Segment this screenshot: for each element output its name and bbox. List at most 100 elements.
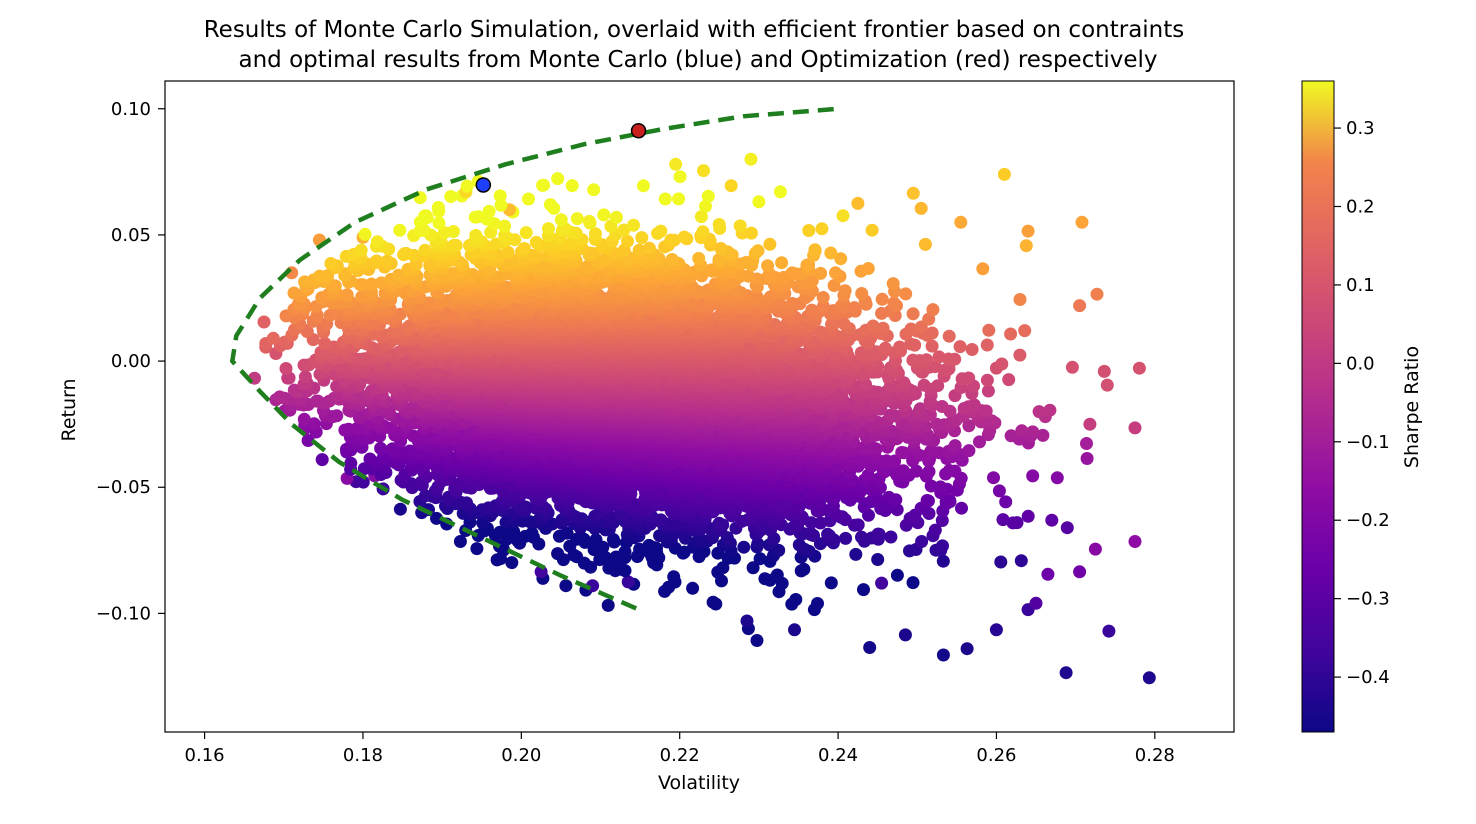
scatter-point [1059, 666, 1073, 680]
scatter-point [1128, 535, 1142, 548]
scatter-point [344, 456, 358, 470]
scatter-point [606, 533, 620, 546]
scatter-point [924, 479, 938, 493]
scatter-point [890, 568, 904, 582]
scatter-point [962, 444, 976, 458]
scatter-point [601, 598, 615, 612]
scatter-point [895, 446, 909, 459]
scatter-point [642, 538, 656, 552]
chart-title-line-1: Results of Monte Carlo Simulation, overl… [204, 17, 1185, 43]
scatter-point [470, 542, 484, 556]
scatter-point [909, 464, 923, 478]
scatter-point [851, 518, 865, 532]
scatter-point [310, 394, 324, 408]
scatter-point [297, 412, 311, 426]
scatter-point [987, 471, 1000, 485]
scatter-point [493, 525, 507, 539]
scatter-point [740, 614, 754, 628]
scatter-point [746, 561, 760, 575]
scatter-point [1080, 452, 1094, 465]
scatter-point [1010, 516, 1024, 530]
scatter-point [821, 527, 835, 541]
scatter-point [922, 465, 936, 479]
scatter-point [393, 502, 407, 516]
scatter-point [667, 570, 681, 584]
scatter-point [598, 550, 612, 564]
scatter-point [1015, 424, 1029, 438]
scatter-point [505, 556, 519, 570]
scatter-point [788, 623, 801, 637]
scatter-point [1026, 469, 1040, 483]
scatter-point [948, 439, 962, 453]
scatter-point [880, 454, 893, 468]
scatter-point [942, 464, 956, 477]
scatter-point [616, 563, 629, 577]
scatter-point [559, 579, 573, 593]
scatter-point [621, 575, 635, 589]
scatter-point [955, 501, 968, 515]
scatter-point [898, 628, 912, 642]
scatter-point [1050, 471, 1064, 485]
scatter-point [430, 511, 443, 525]
scatter-point [1041, 567, 1055, 581]
scatter-point [996, 513, 1010, 527]
scatter-point [737, 540, 751, 554]
chart-title-line-2: and optimal results from Monte Carlo (bl… [238, 47, 1157, 73]
scatter-point [273, 390, 287, 404]
scatter-point [915, 535, 929, 548]
scatter-point [758, 572, 772, 586]
scatter-point [871, 553, 885, 566]
scatter-point [896, 464, 910, 478]
scatter-point [797, 562, 811, 576]
scatter-point [884, 530, 898, 544]
scatter-point [418, 489, 432, 503]
scatter-point [753, 552, 767, 566]
scatter-point [770, 568, 784, 582]
scatter-point [839, 531, 853, 545]
scatter-point [967, 398, 981, 412]
scatter-point [686, 581, 700, 595]
scatter-point [551, 547, 565, 561]
scatter-point [1102, 624, 1116, 638]
scatter-point [374, 441, 388, 455]
scatter-point [804, 527, 818, 540]
scatter-point [960, 642, 974, 656]
scatter-point [1043, 403, 1057, 417]
scatter-point [936, 648, 950, 662]
scatter-point [706, 595, 720, 609]
scatter-point [363, 452, 377, 466]
scatter-layer [248, 152, 1156, 685]
scatter-point [1060, 521, 1074, 535]
scatter-point [936, 539, 949, 553]
scatter-point [928, 523, 942, 537]
scatter-point [917, 378, 931, 392]
scatter-point [935, 514, 949, 527]
scatter-point [936, 554, 950, 568]
scatter-point [1142, 671, 1156, 685]
scatter-point [750, 634, 764, 647]
scatter-point [824, 576, 838, 590]
scatter-point [906, 576, 920, 590]
scatter-point [1100, 378, 1114, 392]
scatter-point [1080, 437, 1093, 450]
scatter-point [857, 583, 870, 597]
scatter-point [994, 555, 1008, 569]
scatter-point [454, 496, 468, 509]
scatter-point [694, 533, 708, 547]
scatter-point [589, 533, 603, 547]
scatter-point [999, 495, 1013, 509]
scatter-point [920, 494, 934, 507]
scatter-point [525, 526, 539, 540]
scatter-point [712, 516, 726, 530]
scatter-point [577, 532, 591, 546]
scatter-point [315, 453, 329, 467]
scatter-point [811, 597, 824, 610]
scatter-point [882, 490, 896, 504]
scatter-point [1029, 596, 1043, 610]
scatter-point [855, 530, 868, 544]
scatter-point [992, 484, 1006, 498]
scatter-point [560, 526, 574, 540]
scatter-point [1128, 421, 1142, 435]
scatter-point [789, 593, 803, 606]
